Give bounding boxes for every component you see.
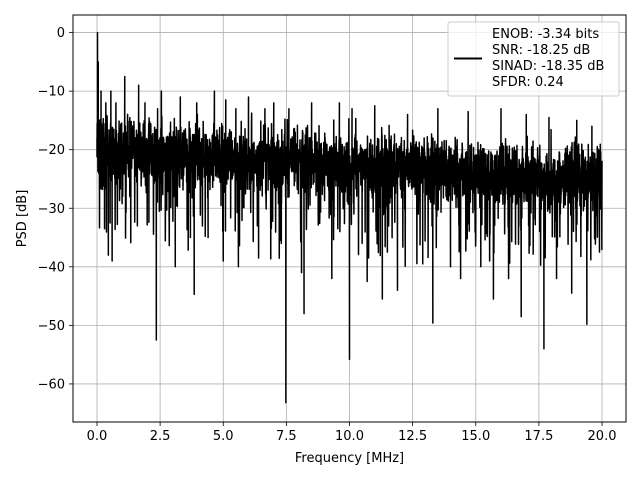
plot-data-group — [96, 31, 603, 404]
x-tick-label: 7.5 — [276, 429, 297, 444]
x-tick-label: 5.0 — [213, 429, 234, 444]
y-tick-label: 0 — [57, 26, 65, 41]
y-tick-label: −30 — [38, 202, 65, 217]
legend-entry-enob: ENOB: -3.34 bits — [492, 27, 599, 42]
x-tick-label: 20.0 — [588, 429, 617, 444]
legend-entry-sinad: SINAD: -18.35 dB — [492, 59, 604, 74]
y-tick-label: −60 — [38, 377, 65, 392]
x-tick-label: 12.5 — [398, 429, 427, 444]
legend-entry-sfdr: SFDR: 0.24 — [492, 75, 564, 90]
psd-series-line — [96, 31, 603, 404]
x-tick-label: 15.0 — [461, 429, 490, 444]
y-tick-label: −10 — [38, 85, 65, 100]
y-tick-label: −40 — [38, 260, 65, 275]
legend-box — [447, 21, 620, 97]
x-tick-label: 0.0 — [87, 429, 108, 444]
x-tick-label: 2.5 — [150, 429, 171, 444]
legend: ENOB: -3.34 bits SNR: -18.25 dB SINAD: -… — [447, 21, 620, 97]
y-axis: 0 −10 −20 −30 −40 −50 −60 — [38, 26, 73, 392]
y-axis-label: PSD [dB] — [15, 190, 30, 248]
x-tick-label: 17.5 — [524, 429, 553, 444]
y-tick-label: −20 — [38, 143, 65, 158]
x-axis: 0.0 2.5 5.0 7.5 10.0 12.5 15.0 17.5 20.0 — [87, 422, 617, 444]
y-tick-label: −50 — [38, 319, 65, 334]
x-tick-label: 10.0 — [335, 429, 364, 444]
x-axis-label: Frequency [MHz] — [295, 451, 404, 466]
legend-entry-snr: SNR: -18.25 dB — [492, 43, 590, 58]
